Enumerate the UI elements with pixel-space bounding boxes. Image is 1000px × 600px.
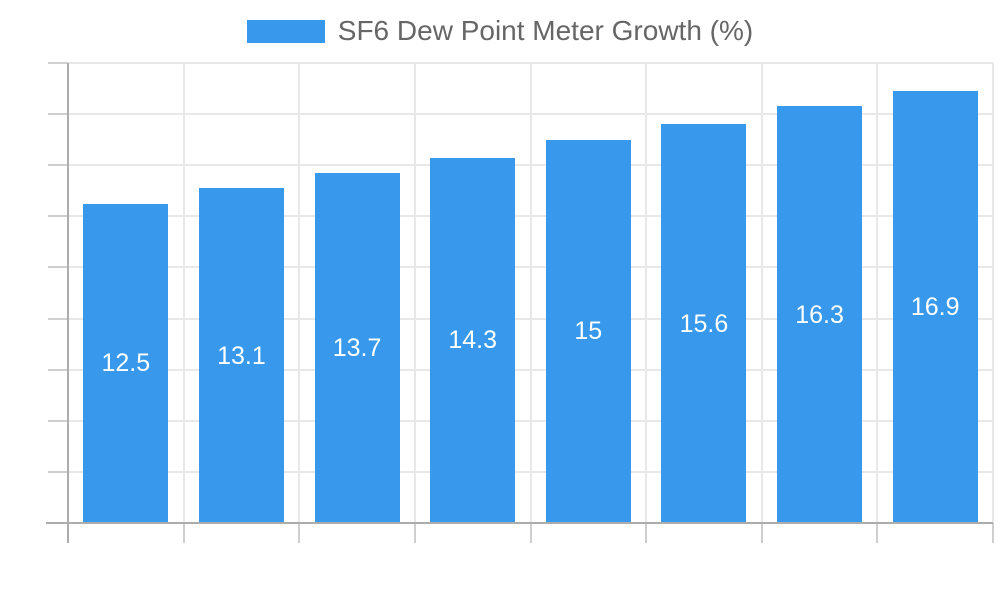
y-tick-mark bbox=[48, 113, 68, 116]
x-tick-mark bbox=[529, 523, 532, 543]
x-tick-mark bbox=[992, 523, 994, 543]
bar-value-label: 16.9 bbox=[910, 293, 960, 322]
x-tick-mark bbox=[760, 523, 763, 543]
x-tick-mark bbox=[298, 523, 301, 543]
chart-legend[interactable]: SF6 Dew Point Meter Growth (%) bbox=[0, 16, 1000, 46]
gridline-vertical bbox=[645, 63, 648, 523]
legend-swatch bbox=[246, 19, 325, 43]
bar[interactable] bbox=[545, 139, 631, 523]
x-tick-mark bbox=[645, 523, 648, 543]
bar[interactable] bbox=[83, 203, 169, 523]
bar-value-label: 15.6 bbox=[679, 309, 729, 338]
x-tick-mark bbox=[413, 523, 416, 543]
gridline-vertical bbox=[876, 63, 879, 523]
bar-value-label: 13.1 bbox=[217, 341, 266, 370]
y-tick-mark bbox=[48, 317, 68, 320]
bar[interactable] bbox=[430, 157, 516, 523]
bar-value-label: 16.3 bbox=[795, 300, 844, 329]
gridline-vertical bbox=[760, 63, 763, 523]
y-tick-mark bbox=[48, 215, 68, 218]
gridline-vertical bbox=[182, 63, 185, 523]
bar[interactable] bbox=[892, 91, 978, 523]
y-axis-line bbox=[67, 63, 69, 543]
x-axis-line bbox=[46, 522, 993, 524]
gridline-vertical bbox=[992, 63, 994, 523]
gridline-vertical bbox=[298, 63, 301, 523]
bar-value-label: 15 bbox=[574, 317, 603, 346]
y-tick-mark bbox=[48, 164, 68, 167]
bar-value-label: 12.5 bbox=[101, 349, 151, 378]
bar[interactable] bbox=[314, 172, 400, 523]
bar[interactable] bbox=[661, 124, 747, 523]
y-tick-mark bbox=[48, 266, 68, 269]
x-tick-mark bbox=[876, 523, 879, 543]
x-tick-mark bbox=[182, 523, 185, 543]
legend-label: SF6 Dew Point Meter Growth (%) bbox=[337, 15, 754, 46]
y-tick-mark bbox=[48, 419, 68, 422]
bar[interactable] bbox=[198, 188, 284, 523]
y-tick-mark bbox=[48, 62, 68, 64]
gridline-vertical bbox=[413, 63, 416, 523]
bar-value-label: 14.3 bbox=[448, 326, 498, 355]
y-tick-mark bbox=[48, 470, 68, 473]
bar-value-label: 13.7 bbox=[332, 333, 382, 362]
y-tick-mark bbox=[48, 368, 68, 371]
bar[interactable] bbox=[777, 106, 863, 523]
gridline-vertical bbox=[529, 63, 532, 523]
